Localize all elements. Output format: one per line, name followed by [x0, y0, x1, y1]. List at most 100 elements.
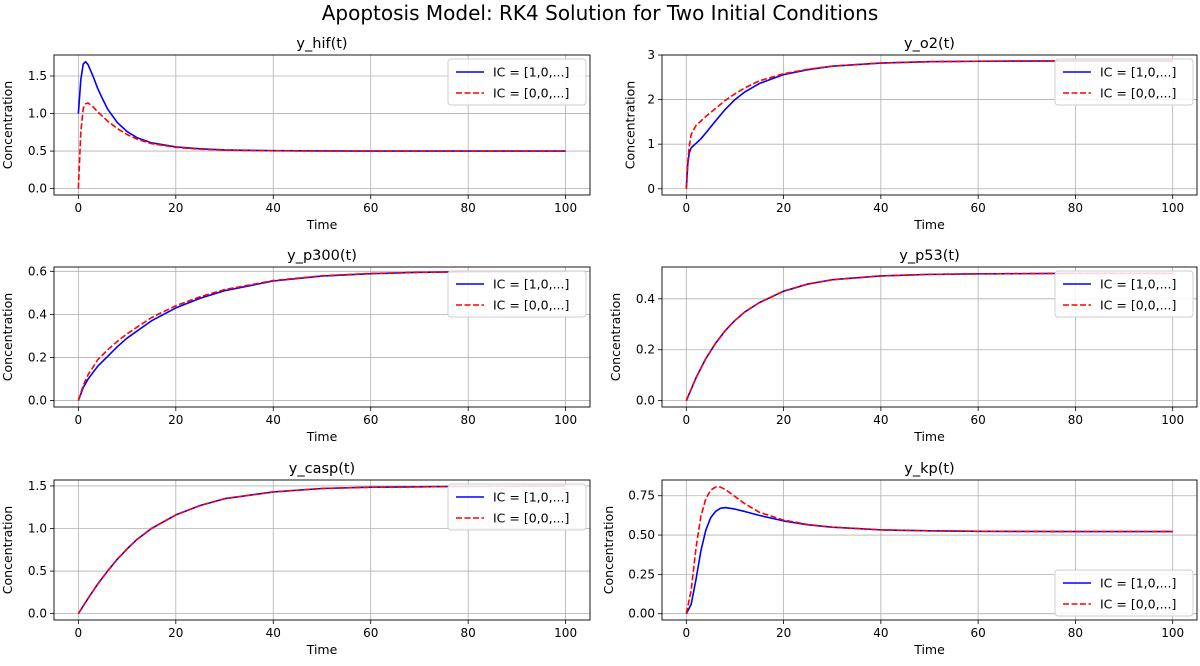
series-line-2 — [77, 485, 566, 615]
x-tick-label: 20 — [168, 413, 183, 427]
x-axis-label: Time — [306, 429, 338, 444]
x-tick-label: 80 — [1068, 413, 1083, 427]
x-tick-label: 0 — [682, 413, 690, 427]
series-line-2 — [685, 272, 1173, 401]
x-tick-label: 100 — [554, 626, 577, 640]
subplot-2: 0 20 40 60 80 100 0 1 2 3 y_o2(t) Time Concentration… — [623, 36, 1198, 232]
legend-label-1: IC = [1,0,...] — [1100, 576, 1176, 591]
y-tick-label: 0.0 — [28, 394, 47, 408]
subplot-title: y_hif(t) — [296, 36, 347, 52]
x-tick-label: 40 — [266, 201, 281, 215]
y-tick-label: 0.4 — [636, 292, 655, 306]
x-tick-label: 80 — [461, 201, 476, 215]
subplot-1: 0 20 40 60 80 100 0.0 0.5 1.0 1.5 y_hif(t) Time Conc… — [0, 36, 591, 232]
subplot-title: y_o2(t) — [904, 36, 955, 52]
x-tick-label: 20 — [168, 626, 183, 640]
legend-label-1: IC = [1,0,...] — [1100, 65, 1176, 80]
y-tick-label: 0.00 — [628, 607, 655, 621]
y-tick-label: 0.25 — [628, 567, 655, 581]
x-axis-label: Time — [913, 429, 945, 444]
axes-frame — [53, 54, 591, 196]
y-tick-label: 0.0 — [636, 394, 655, 408]
x-tick-label: 40 — [873, 626, 888, 640]
subplot-3: 0 20 40 60 80 100 0.0 0.2 0.4 0.6 y_p300(t) Time Con… — [0, 248, 591, 444]
y-tick-label: 0.50 — [628, 528, 655, 542]
legend: IC = [1,0,...] IC = [0,0,...] — [447, 270, 587, 318]
axes-frame — [53, 479, 591, 621]
y-tick-label: 1.0 — [28, 107, 47, 121]
legend-label-1: IC = [1,0,...] — [1100, 277, 1176, 292]
y-axis-label: Concentration — [623, 81, 638, 169]
series-line-2 — [685, 486, 1173, 614]
subplot-6: 0 20 40 60 80 100 0.00 0.25 0.50 0.75 y_kp(t) Time C… — [601, 461, 1198, 657]
x-tick-label: 100 — [554, 201, 577, 215]
legend-label-2: IC = [0,0,...] — [493, 86, 569, 101]
x-tick-label: 0 — [75, 413, 83, 427]
y-tick-label: 0.6 — [28, 264, 47, 278]
x-tick-label: 100 — [554, 413, 577, 427]
y-tick-label: 3 — [647, 48, 655, 62]
x-axis-label: Time — [913, 217, 945, 232]
x-tick-label: 0 — [75, 626, 83, 640]
x-tick-label: 0 — [682, 201, 690, 215]
x-tick-label: 60 — [363, 413, 378, 427]
x-tick-label: 0 — [75, 201, 83, 215]
legend: IC = [1,0,...] IC = [0,0,...] — [1054, 58, 1194, 106]
y-tick-label: 0.5 — [28, 144, 47, 158]
y-tick-label: 1.5 — [28, 69, 47, 83]
legend: IC = [1,0,...] IC = [0,0,...] — [447, 58, 587, 106]
y-tick-label: 0.5 — [28, 564, 47, 578]
y-tick-label: 0 — [647, 182, 655, 196]
figure-title: Apoptosis Model: RK4 Solution for Two In… — [321, 1, 879, 25]
x-tick-label: 20 — [776, 626, 791, 640]
x-axis-label: Time — [913, 642, 945, 657]
subplot-4: 0 20 40 60 80 100 0.0 0.2 0.4 y_p53(t) Time Concent… — [608, 248, 1198, 444]
y-tick-label: 0.0 — [28, 182, 47, 196]
x-tick-label: 60 — [970, 626, 985, 640]
legend: IC = [1,0,...] IC = [0,0,...] — [1054, 569, 1194, 617]
legend: IC = [1,0,...] IC = [0,0,...] — [447, 483, 587, 531]
y-tick-label: 0.0 — [28, 607, 47, 621]
x-tick-label: 40 — [266, 626, 281, 640]
subplot-title: y_p53(t) — [899, 248, 960, 264]
x-tick-label: 60 — [363, 201, 378, 215]
y-tick-label: 0.2 — [636, 343, 655, 357]
x-tick-label: 100 — [1161, 201, 1184, 215]
series-line-2 — [685, 60, 1173, 189]
x-tick-label: 60 — [970, 413, 985, 427]
series-line-2 — [77, 102, 566, 189]
x-tick-label: 80 — [1068, 201, 1083, 215]
x-tick-label: 20 — [168, 201, 183, 215]
x-tick-label: 100 — [1161, 413, 1184, 427]
x-tick-label: 80 — [461, 413, 476, 427]
legend-label-2: IC = [0,0,...] — [1100, 298, 1176, 313]
y-axis-label: Concentration — [608, 293, 623, 381]
legend-label-2: IC = [0,0,...] — [1100, 86, 1176, 101]
subplot-5: 0 20 40 60 80 100 0.0 0.5 1.0 1.5 y_casp(t) Time Con… — [0, 461, 591, 657]
y-tick-label: 1 — [647, 137, 655, 151]
subplot-title: y_kp(t) — [904, 461, 954, 477]
y-axis-label: Concentration — [0, 506, 15, 594]
x-tick-label: 60 — [970, 201, 985, 215]
subplot-title: y_casp(t) — [289, 461, 355, 477]
x-tick-label: 40 — [873, 201, 888, 215]
y-tick-label: 2 — [647, 93, 655, 107]
y-axis-label: Concentration — [601, 506, 616, 594]
axes-frame — [661, 479, 1198, 621]
legend-label-2: IC = [0,0,...] — [1100, 597, 1176, 612]
axes-frame — [661, 54, 1198, 196]
x-axis-label: Time — [306, 642, 338, 657]
subplot-title: y_p300(t) — [287, 248, 357, 264]
legend-label-1: IC = [1,0,...] — [493, 277, 569, 292]
y-tick-label: 0.4 — [28, 307, 47, 321]
legend-label-1: IC = [1,0,...] — [493, 490, 569, 505]
x-axis-label: Time — [306, 217, 338, 232]
legend: IC = [1,0,...] IC = [0,0,...] — [1054, 270, 1194, 318]
legend-label-1: IC = [1,0,...] — [493, 65, 569, 80]
y-tick-label: 0.75 — [628, 489, 655, 503]
x-tick-label: 60 — [363, 626, 378, 640]
x-tick-label: 100 — [1161, 626, 1184, 640]
legend-label-2: IC = [0,0,...] — [493, 298, 569, 313]
